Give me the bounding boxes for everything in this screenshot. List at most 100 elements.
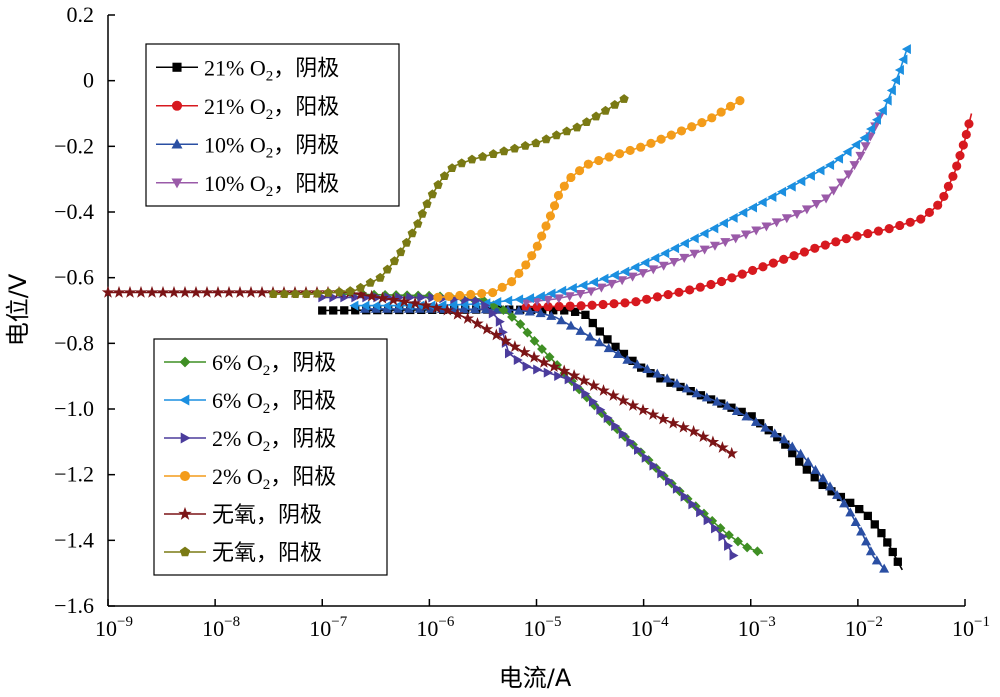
data-point	[478, 151, 488, 161]
data-point	[490, 328, 503, 341]
data-point	[747, 202, 757, 213]
data-point	[955, 150, 965, 161]
data-point	[699, 245, 710, 255]
data-point	[599, 273, 609, 284]
data-point	[610, 100, 620, 109]
data-point	[408, 296, 422, 309]
data-point	[382, 264, 393, 274]
data-point	[200, 285, 214, 298]
data-point	[498, 327, 508, 338]
data-point	[588, 396, 598, 407]
data-point	[882, 95, 892, 106]
data-point	[503, 295, 513, 306]
data-point	[340, 292, 350, 303]
data-point	[836, 178, 847, 188]
y-tick-label: −1.2	[54, 462, 94, 487]
data-point	[810, 243, 820, 253]
x-tick-label: 10−6	[416, 614, 454, 641]
data-point	[396, 247, 406, 257]
data-point	[789, 251, 799, 261]
data-point	[672, 483, 682, 494]
data-point	[513, 305, 524, 315]
legend-entry: 21% O2，阴极	[156, 55, 339, 84]
data-point	[564, 374, 574, 385]
data-point	[751, 226, 762, 236]
data-point	[572, 122, 582, 132]
data-point	[650, 252, 660, 263]
data-point	[825, 159, 835, 170]
legend-label: 10% O2，阴极	[204, 132, 339, 161]
data-point	[863, 511, 872, 521]
y-tick-label: −0.2	[54, 133, 94, 158]
data-point	[527, 251, 537, 261]
legend-entry: 2% O2，阳极	[164, 464, 336, 493]
data-point	[417, 292, 427, 303]
data-point	[553, 190, 564, 201]
data-point	[646, 408, 660, 420]
data-point	[952, 161, 962, 171]
data-point	[631, 297, 641, 307]
y-tick-label: 0.2	[67, 2, 95, 27]
data-point	[329, 306, 338, 315]
data-point	[735, 96, 745, 106]
data-point	[439, 171, 450, 180]
data-point	[508, 340, 522, 353]
data-point	[733, 536, 743, 547]
data-point	[564, 292, 575, 302]
data-point	[587, 300, 597, 310]
data-point	[663, 289, 673, 300]
data-point	[860, 142, 871, 152]
y-tick-label: −0.8	[54, 330, 94, 355]
data-point	[547, 360, 561, 373]
data-point	[542, 295, 553, 305]
data-point	[760, 422, 771, 432]
data-point	[607, 389, 620, 401]
data-point	[179, 470, 191, 482]
data-point	[699, 228, 709, 239]
series-4	[336, 289, 764, 557]
legend-label: 6% O2，阳极	[212, 388, 336, 417]
data-point	[712, 396, 723, 406]
data-point	[879, 563, 890, 573]
data-point	[567, 369, 581, 381]
legend-label: 10% O2，阳极	[204, 171, 339, 200]
data-point	[578, 280, 588, 291]
data-point	[584, 331, 595, 341]
data-point	[718, 531, 728, 542]
data-point	[652, 292, 662, 302]
data-point	[255, 285, 269, 298]
data-point	[559, 181, 569, 191]
data-point	[948, 171, 958, 181]
data-point	[499, 334, 512, 347]
data-point	[722, 400, 733, 410]
data-point	[662, 373, 673, 383]
data-point	[596, 404, 606, 415]
data-point	[546, 310, 557, 320]
data-point	[543, 367, 553, 378]
data-point	[810, 464, 821, 474]
data-point	[541, 134, 551, 144]
data-point	[725, 446, 738, 459]
data-point	[345, 286, 355, 296]
data-point	[349, 300, 359, 311]
data-point	[679, 253, 690, 263]
data-point	[594, 337, 605, 347]
data-point	[622, 354, 633, 364]
series-7	[433, 96, 745, 302]
data-point	[637, 269, 648, 279]
data-point	[689, 233, 699, 244]
series-6	[318, 292, 739, 561]
data-point	[791, 210, 803, 220]
data-point	[521, 260, 531, 270]
data-point	[964, 119, 974, 129]
data-point	[619, 94, 629, 103]
data-point	[441, 303, 454, 316]
y-axis-title: 电位/V	[4, 273, 32, 346]
data-point	[886, 85, 896, 96]
data-point	[455, 290, 465, 301]
data-point	[649, 460, 659, 471]
data-point	[777, 186, 787, 197]
data-point	[871, 555, 882, 565]
data-point	[546, 288, 556, 299]
data-point	[625, 145, 635, 156]
